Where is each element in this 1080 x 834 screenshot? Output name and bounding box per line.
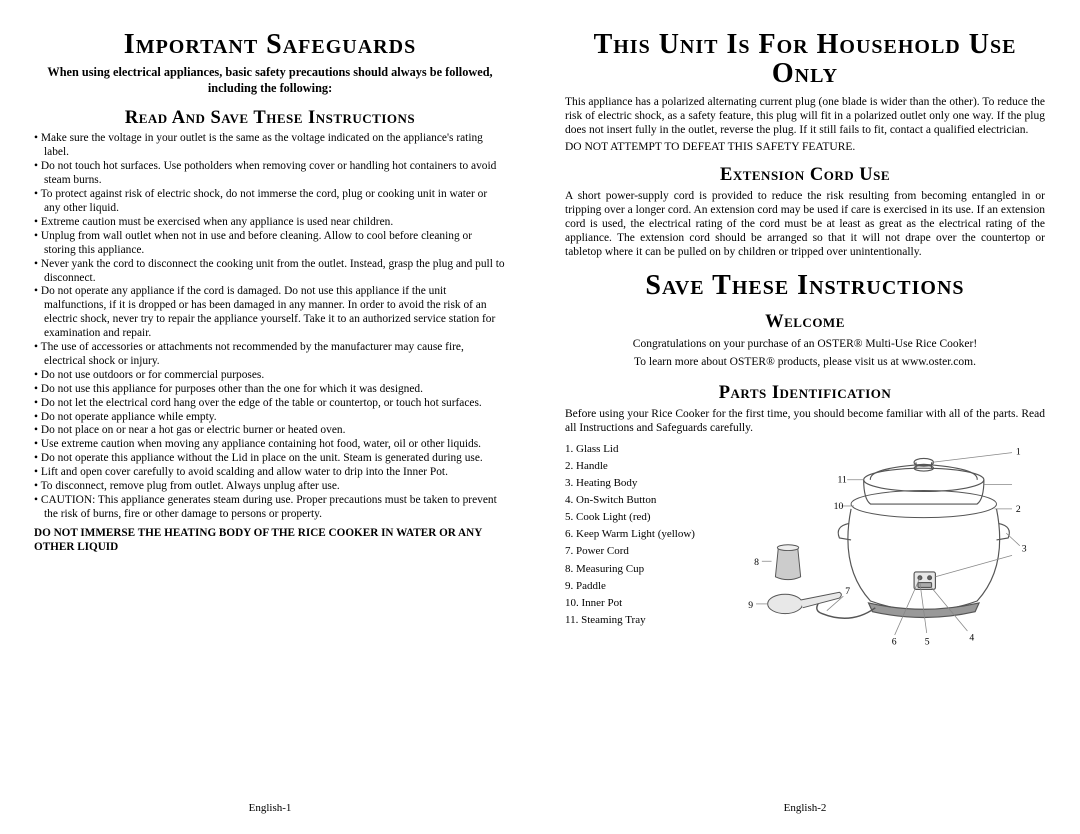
bullet-item: Do not operate appliance while empty. xyxy=(34,411,506,425)
svg-text:8: 8 xyxy=(754,557,759,568)
bullet-item: Do not touch hot surfaces. Use potholder… xyxy=(34,160,506,188)
svg-text:11: 11 xyxy=(837,475,846,486)
bullet-item: To disconnect, remove plug from outlet. … xyxy=(34,480,506,494)
svg-text:1: 1 xyxy=(1016,447,1021,458)
svg-text:4: 4 xyxy=(969,633,974,644)
subhead-read-save: Read And Save These Instructions xyxy=(30,108,510,128)
svg-text:9: 9 xyxy=(748,600,753,611)
parts-diagram: 1 11 10 2 3 8 9 7 6 5 4 xyxy=(725,441,1045,659)
bullet-item: Do not use outdoors or for commercial pu… xyxy=(34,369,506,383)
part-item: 5. Cook Light (red) xyxy=(565,509,715,526)
svg-text:6: 6 xyxy=(892,637,897,648)
bullet-item: Never yank the cord to disconnect the co… xyxy=(34,258,506,286)
title-household: This Unit Is For Household Use Only xyxy=(565,30,1045,89)
part-item: 4. On-Switch Button xyxy=(565,492,715,509)
part-item: 6. Keep Warm Light (yellow) xyxy=(565,526,715,543)
parts-head: Parts Identification xyxy=(565,383,1045,403)
title-save-instructions: Save These Instructions xyxy=(565,271,1045,300)
svg-text:2: 2 xyxy=(1016,504,1021,515)
bullet-item: Do not operate any appliance if the cord… xyxy=(34,285,506,341)
svg-text:5: 5 xyxy=(925,637,930,648)
parts-list: 1. Glass Lid2. Handle3. Heating Body4. O… xyxy=(565,441,715,659)
title-safeguards: Important Safeguards xyxy=(30,30,510,59)
safeguard-list: Make sure the voltage in your outlet is … xyxy=(34,132,506,521)
svg-text:7: 7 xyxy=(845,586,850,597)
bullet-item: Make sure the voltage in your outlet is … xyxy=(34,132,506,160)
svg-text:3: 3 xyxy=(1022,544,1027,555)
part-item: 7. Power Cord xyxy=(565,543,715,560)
part-item: 1. Glass Lid xyxy=(565,441,715,458)
part-item: 3. Heating Body xyxy=(565,475,715,492)
bullet-item: To protect against risk of electric shoc… xyxy=(34,188,506,216)
ext-cord-head: Extension Cord Use xyxy=(565,165,1045,185)
bullet-item: Do not place on or near a hot gas or ele… xyxy=(34,424,506,438)
welcome-head: Welcome xyxy=(565,312,1045,332)
page-right: This Unit Is For Household Use Only This… xyxy=(540,0,1080,834)
part-item: 11. Steaming Tray xyxy=(565,612,715,629)
welcome-1: Congratulations on your purchase of an O… xyxy=(565,337,1045,351)
plug-text: This appliance has a polarized alternati… xyxy=(565,95,1045,137)
ext-cord-text: A short power-supply cord is provided to… xyxy=(565,189,1045,259)
bullet-item: Do not use this appliance for purposes o… xyxy=(34,383,506,397)
plug-warning: DO NOT ATTEMPT TO DEFEAT THIS SAFETY FEA… xyxy=(565,141,1045,155)
part-item: 9. Paddle xyxy=(565,578,715,595)
page-number-left: English-1 xyxy=(30,792,510,814)
page-left: Important Safeguards When using electric… xyxy=(0,0,540,834)
part-item: 8. Measuring Cup xyxy=(565,561,715,578)
bullet-item: The use of accessories or attachments no… xyxy=(34,341,506,369)
svg-text:10: 10 xyxy=(834,501,844,512)
bullet-item: Do not let the electrical cord hang over… xyxy=(34,397,506,411)
welcome-2: To learn more about OSTER® products, ple… xyxy=(565,355,1045,369)
part-item: 10. Inner Pot xyxy=(565,595,715,612)
bullet-item: Do not operate this appliance without th… xyxy=(34,452,506,466)
parts-area: 1. Glass Lid2. Handle3. Heating Body4. O… xyxy=(565,441,1045,659)
bullet-item: Unplug from wall outlet when not in use … xyxy=(34,230,506,258)
intro-text: When using electrical appliances, basic … xyxy=(30,65,510,96)
bullet-item: Use extreme caution when moving any appl… xyxy=(34,438,506,452)
page-number-right: English-2 xyxy=(565,792,1045,814)
parts-intro: Before using your Rice Cooker for the fi… xyxy=(565,407,1045,435)
do-not-immerse: DO NOT IMMERSE THE HEATING BODY OF THE R… xyxy=(34,526,506,555)
diagram-svg: 1 11 10 2 3 8 9 7 6 5 4 xyxy=(725,441,1045,654)
bullet-item: CAUTION: This appliance generates steam … xyxy=(34,494,506,522)
bullet-item: Lift and open cover carefully to avoid s… xyxy=(34,466,506,480)
part-item: 2. Handle xyxy=(565,458,715,475)
bullet-item: Extreme caution must be exercised when a… xyxy=(34,216,506,230)
